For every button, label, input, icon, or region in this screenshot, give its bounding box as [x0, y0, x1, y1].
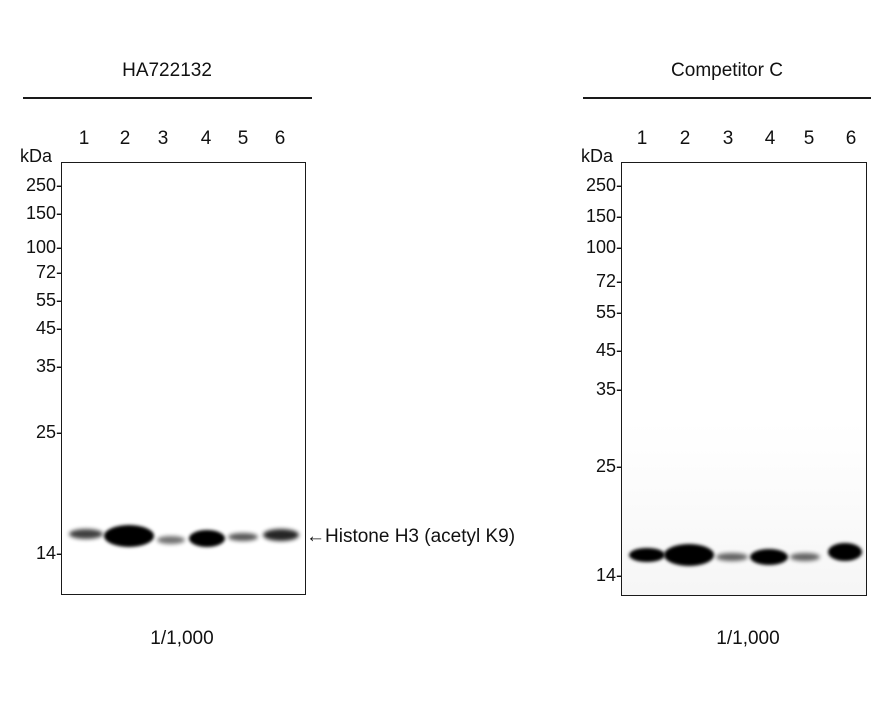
- mw-marker: 150: [6, 203, 62, 223]
- band-lane-1: [69, 529, 103, 539]
- mw-marker: 25: [6, 422, 62, 442]
- lane-label: 3: [157, 128, 169, 149]
- lane-label: 3: [722, 128, 734, 149]
- lane-label: 5: [237, 128, 249, 149]
- mw-marker: 250: [566, 175, 622, 195]
- mw-marker: 72: [566, 271, 622, 291]
- title-underline: [23, 97, 312, 99]
- title-underline: [583, 97, 871, 99]
- panel-title: HA722132: [122, 60, 212, 81]
- band-lane-4: [750, 549, 788, 565]
- band-lane-1: [629, 548, 665, 562]
- band-lane-6: [828, 543, 862, 561]
- band-lane-3: [157, 536, 185, 544]
- band-lane-6: [263, 529, 299, 541]
- lane-label: 5: [803, 128, 815, 149]
- mw-marker: 35: [6, 356, 62, 376]
- lane-label: 1: [78, 128, 90, 149]
- band-lane-2: [664, 544, 714, 566]
- mw-marker: 55: [566, 302, 622, 322]
- mw-marker: 14: [566, 565, 622, 585]
- lane-label: 6: [845, 128, 857, 149]
- band-annotation: ←Histone H3 (acetyl K9): [306, 526, 515, 548]
- lane-label: 4: [200, 128, 212, 149]
- mw-marker: 55: [6, 290, 62, 310]
- lane-label: 6: [274, 128, 286, 149]
- mw-marker: 45: [6, 318, 62, 338]
- panel-title: Competitor C: [671, 60, 783, 81]
- band-lane-4: [189, 530, 225, 547]
- lane-label: 2: [119, 128, 131, 149]
- dilution-label: 1/1,000: [716, 628, 780, 649]
- lane-label: 1: [636, 128, 648, 149]
- band-lane-5: [790, 553, 820, 561]
- mw-marker: 100: [6, 237, 62, 257]
- mw-marker: 14: [6, 543, 62, 563]
- mw-marker: 250: [6, 175, 62, 195]
- dilution-label: 1/1,000: [150, 628, 214, 649]
- mw-marker: 150: [566, 206, 622, 226]
- mw-marker: 45: [566, 340, 622, 360]
- band-lane-5: [228, 533, 258, 541]
- mw-marker: 100: [566, 237, 622, 257]
- band-lane-2: [104, 525, 154, 547]
- blot-image: [621, 162, 867, 596]
- lane-label: 4: [764, 128, 776, 149]
- kda-label: kDa: [20, 146, 53, 166]
- blot-image: [61, 162, 306, 595]
- mw-marker: 35: [566, 379, 622, 399]
- kda-label: kDa: [581, 146, 614, 166]
- band-lane-3: [716, 553, 748, 561]
- mw-marker: 25: [566, 456, 622, 476]
- target-protein-label: Histone H3 (acetyl K9): [325, 526, 516, 547]
- arrow-left-icon: ←: [306, 526, 325, 547]
- lane-label: 2: [679, 128, 691, 149]
- mw-marker: 72: [6, 262, 62, 282]
